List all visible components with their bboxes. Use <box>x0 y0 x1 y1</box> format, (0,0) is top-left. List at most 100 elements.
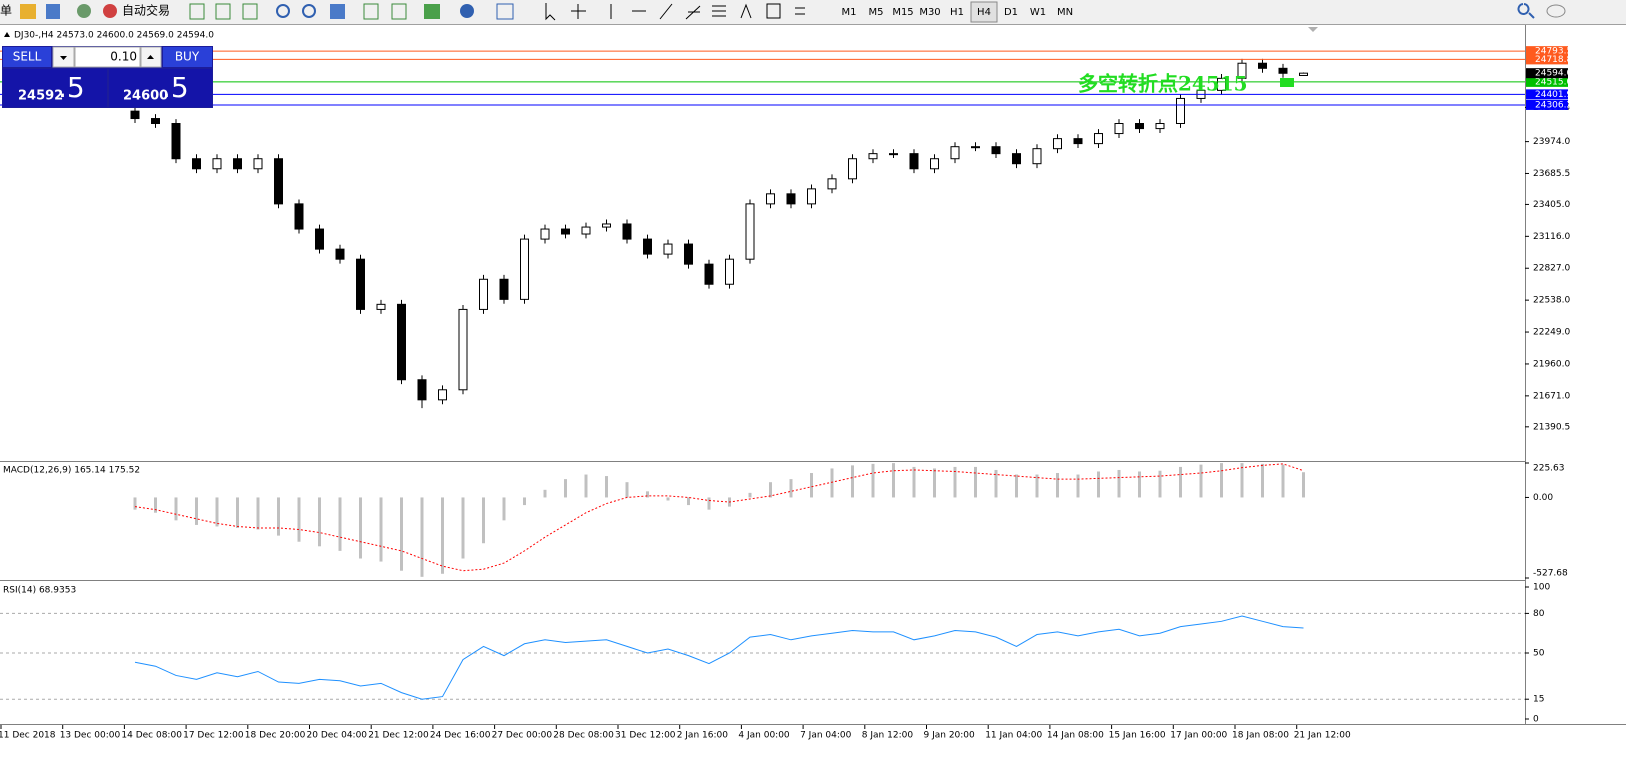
x-tick-label: 18 Jan 08:00 <box>1232 731 1289 741</box>
icon[interactable] <box>20 4 36 19</box>
candle-body <box>1053 138 1062 150</box>
macd-bar <box>1015 474 1018 498</box>
icon[interactable] <box>330 4 345 19</box>
candle-body <box>663 243 673 255</box>
chart-info: DJ30-,H4 24573.0 24600.0 24569.0 24594.0 <box>14 31 214 41</box>
price-tag <box>1526 76 1568 87</box>
y-tick-label: 23974.0 <box>1533 137 1570 147</box>
candle-body <box>1114 123 1124 135</box>
y-tick-label: 50 <box>1533 649 1545 659</box>
icon[interactable] <box>545 3 556 21</box>
x-tick-label: 13 Dec 00:00 <box>60 731 121 741</box>
bid-tail[interactable]: .5 <box>58 71 85 104</box>
macd-bar <box>1199 464 1203 498</box>
lot-value[interactable]: 0.10 <box>110 50 137 64</box>
x-tick-label: 14 Dec 08:00 <box>121 731 182 741</box>
price-tag-label: 24306.2 <box>1535 100 1572 110</box>
y-tick-label: 23685.5 <box>1533 169 1570 179</box>
icon[interactable] <box>795 7 805 15</box>
candle-body <box>1012 153 1021 165</box>
timeframe[interactable]: H1 <box>950 7 964 18</box>
macd-bar <box>1138 471 1141 498</box>
timeframe[interactable]: H4 <box>977 7 991 18</box>
macd-bar <box>851 465 854 498</box>
candle-body <box>1258 62 1267 69</box>
icon[interactable] <box>766 3 781 19</box>
macd-bar <box>195 497 198 525</box>
icon[interactable] <box>685 5 701 20</box>
ask-box[interactable] <box>109 69 212 107</box>
candle-body <box>643 238 652 255</box>
icon[interactable] <box>424 4 440 19</box>
icon[interactable] <box>46 4 60 19</box>
candle-body <box>356 258 365 310</box>
timeframe[interactable]: M30 <box>919 7 940 18</box>
timeframe[interactable]: M1 <box>842 7 857 18</box>
bid-box[interactable] <box>3 69 107 107</box>
macd-bar <box>646 491 649 498</box>
icon[interactable] <box>77 4 91 18</box>
y-tick-label: 0 <box>1533 715 1539 725</box>
icon[interactable] <box>740 3 752 19</box>
icon[interactable] <box>460 4 474 18</box>
macd-bar <box>789 479 793 498</box>
macd-bar <box>994 469 998 498</box>
rsi-label: RSI(14) 68.9353 <box>3 586 76 596</box>
candle-body <box>766 193 775 205</box>
candle-body <box>397 303 406 381</box>
menu-fragment: 单 <box>0 4 12 18</box>
icon[interactable] <box>391 3 407 20</box>
candle-body <box>745 203 755 260</box>
ask-tail[interactable]: .5 <box>162 71 189 104</box>
icon[interactable] <box>363 3 379 20</box>
icon[interactable] <box>302 4 316 18</box>
timeframe[interactable]: M15 <box>892 7 913 18</box>
ask-main[interactable]: 24600 <box>123 89 168 104</box>
last-price-tag <box>1526 68 1568 79</box>
x-tick-label: 15 Jan 16:00 <box>1109 731 1166 741</box>
timeframe[interactable]: D1 <box>1004 7 1018 18</box>
icon[interactable] <box>215 3 231 20</box>
candle-body <box>151 118 160 125</box>
candle-body <box>458 308 468 391</box>
icon[interactable] <box>189 3 205 20</box>
macd-bar <box>871 463 875 498</box>
icon[interactable] <box>571 4 586 19</box>
timeframe[interactable]: MN <box>1057 7 1073 18</box>
macd-bar <box>769 482 772 498</box>
sell-button[interactable] <box>3 47 51 67</box>
candle-body <box>684 243 693 265</box>
candle-body <box>561 228 570 235</box>
macd-bar <box>1035 474 1039 498</box>
candle-body <box>192 158 201 170</box>
buy-label[interactable]: BUY <box>175 50 200 64</box>
up-arrow <box>147 55 154 59</box>
timeframe[interactable]: M5 <box>869 7 884 18</box>
timeframe[interactable]: W1 <box>1030 7 1046 18</box>
macd-bar <box>666 497 670 501</box>
icon[interactable] <box>242 3 258 20</box>
icon[interactable] <box>103 4 117 18</box>
auto-trading[interactable]: 自动交易 <box>122 3 170 18</box>
macd-bar <box>1240 463 1244 498</box>
icon[interactable] <box>712 5 726 17</box>
chat-icon[interactable] <box>1546 4 1566 18</box>
icon[interactable] <box>276 4 290 18</box>
macd-bar <box>400 497 403 571</box>
icon[interactable] <box>496 3 514 20</box>
buy-button[interactable] <box>163 47 212 67</box>
lot-input[interactable] <box>74 46 141 68</box>
x-tick-label: 17 Dec 12:00 <box>183 731 244 741</box>
sell-label[interactable]: SELL <box>13 50 42 64</box>
bid-main[interactable]: 24592 <box>18 89 63 104</box>
macd-bar <box>523 497 526 506</box>
price-tag-label: 24718.8 <box>1535 55 1572 65</box>
candle-body <box>889 153 898 156</box>
price-tag <box>1526 54 1568 65</box>
icon[interactable] <box>659 3 673 20</box>
macd-bar <box>441 497 444 574</box>
shift-marker <box>1308 27 1318 32</box>
price-tag <box>1526 46 1568 57</box>
candle-body <box>438 389 447 401</box>
search-icon[interactable] <box>1517 3 1535 19</box>
